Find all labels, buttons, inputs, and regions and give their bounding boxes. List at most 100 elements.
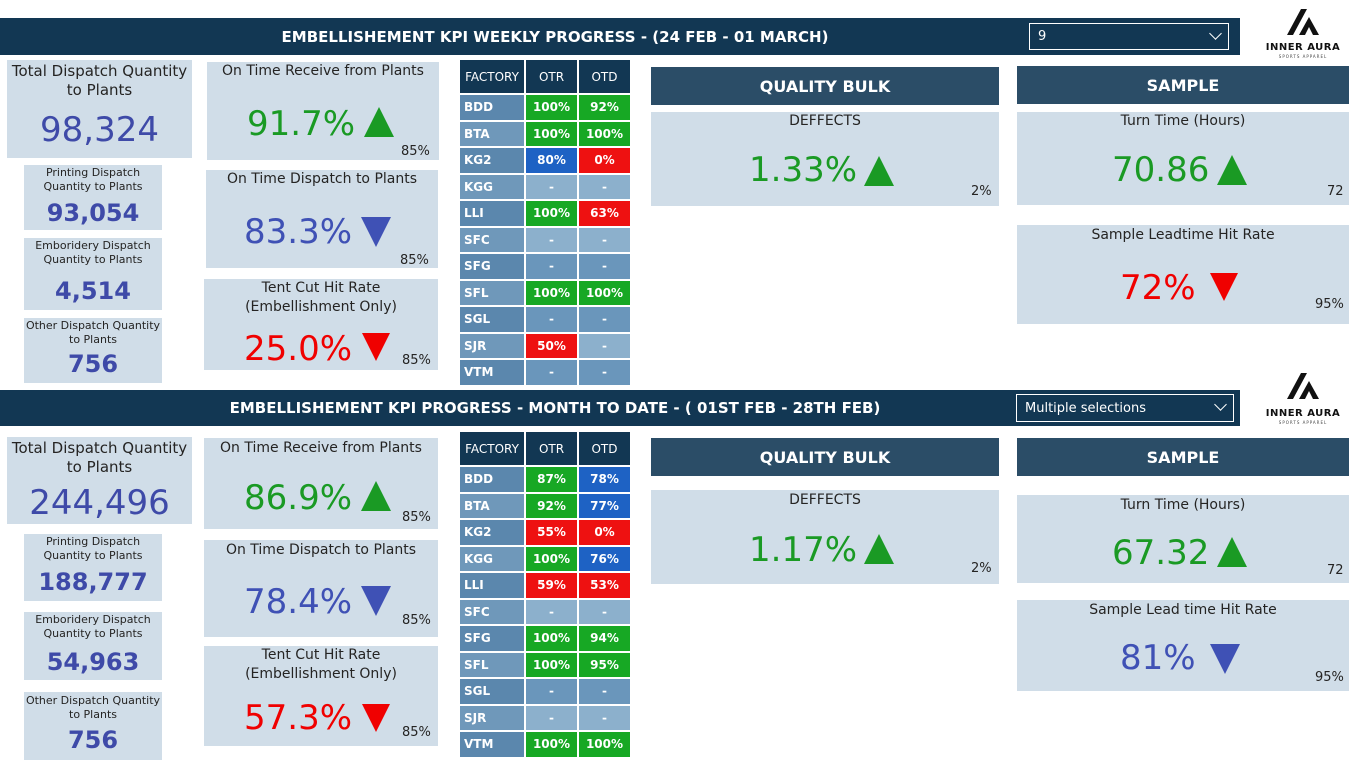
otr-cell: 100% — [524, 119, 579, 148]
col-otr: OTR — [524, 430, 579, 467]
table-row: BDD 87% 78% — [458, 465, 632, 494]
table-row: SJR - - — [458, 703, 632, 732]
quality-head-label: QUALITY BULK — [759, 76, 891, 96]
sample-head-label: SAMPLE — [1146, 447, 1220, 467]
tent-value: 25.0% — [244, 329, 353, 369]
weekly-sample-head: SAMPLE — [1017, 66, 1349, 104]
otd-cell: - — [577, 358, 632, 387]
embroidery-value: 54,963 — [46, 648, 140, 676]
otr-cell: - — [524, 305, 579, 334]
tent-target: 85% — [402, 725, 431, 740]
otd-target: 85% — [402, 613, 431, 628]
tent-title: Tent Cut Hit Rate (Embellishment Only) — [245, 647, 397, 682]
week-slicer[interactable]: 9 — [1029, 23, 1229, 50]
monthly-quality-head: QUALITY BULK — [651, 438, 999, 476]
weekly-factory-table: FACTORY OTR OTD BDD 100% 92% BTA 100% 100% KG2… — [458, 58, 632, 387]
weekly-other-card: Other Dispatch Quantity to Plants 756 — [24, 318, 162, 383]
table-row: KGG - - — [458, 172, 632, 201]
leadtime-title: Sample Lead time Hit Rate — [1089, 602, 1277, 618]
factory-cell: KG2 — [458, 146, 526, 175]
week-slicer-value: 9 — [1038, 29, 1047, 44]
monthly-leadtime-card: Sample Lead time Hit Rate 81% 95% — [1017, 600, 1349, 691]
otr-cell: 100% — [524, 730, 579, 759]
embroidery-value: 4,514 — [55, 277, 131, 305]
otd-value: 78.4% — [244, 582, 353, 622]
otd-cell: 100% — [577, 119, 632, 148]
monthly-embroidery-card: Emboridery Dispatch Quantity to Plants 5… — [24, 612, 162, 680]
leadtime-target: 95% — [1315, 297, 1344, 312]
monthly-otd-card: On Time Dispatch to Plants 78.4% 85% — [204, 540, 438, 637]
other-value: 756 — [67, 350, 119, 378]
total-dispatch-value: 244,496 — [29, 483, 170, 523]
leadtime-value: 72% — [1120, 268, 1196, 308]
otd-cell: 63% — [577, 199, 632, 228]
monthly-defects-card: DEFFECTS 1.17% 2% — [651, 490, 999, 584]
table-row: LLI 100% 63% — [458, 199, 632, 228]
trend-up-icon — [361, 481, 391, 511]
month-slicer-value: Multiple selections — [1025, 400, 1146, 416]
otd-cell: - — [577, 597, 632, 626]
factory-cell: LLI — [458, 199, 526, 228]
otd-cell: - — [577, 225, 632, 254]
otd-cell: 53% — [577, 571, 632, 600]
otr-cell: 100% — [524, 278, 579, 307]
otd-value: 83.3% — [244, 212, 353, 252]
logo-sub: SPORTS APPAREL — [1278, 54, 1328, 59]
otd-cell: 0% — [577, 518, 632, 547]
otr-target: 85% — [401, 144, 430, 159]
logo-name: INNER AURA — [1265, 408, 1341, 419]
factory-cell: BDD — [458, 465, 526, 494]
trend-up-icon — [864, 156, 894, 186]
defects-title: DEFFECTS — [789, 492, 861, 508]
monthly-other-card: Other Dispatch Quantity to Plants 756 — [24, 692, 162, 760]
factory-cell: LLI — [458, 571, 526, 600]
turn-time-target: 72 — [1327, 563, 1344, 578]
otd-cell: 77% — [577, 491, 632, 520]
printing-title: Printing Dispatch Quantity to Plants — [43, 535, 143, 562]
col-otd: OTD — [577, 430, 632, 467]
otd-target: 85% — [400, 253, 429, 268]
factory-cell: KGG — [458, 172, 526, 201]
logo-name: INNER AURA — [1265, 42, 1341, 53]
otr-cell: - — [524, 358, 579, 387]
weekly-header-title: EMBELLISHEMENT KPI WEEKLY PROGRESS - (24… — [281, 27, 829, 46]
table-row: SFL 100% 100% — [458, 278, 632, 307]
tent-target: 85% — [402, 353, 431, 368]
month-slicer[interactable]: Multiple selections — [1016, 394, 1234, 422]
otd-cell: 95% — [577, 650, 632, 679]
leadtime-target: 95% — [1315, 670, 1344, 685]
otr-value: 86.9% — [244, 478, 353, 518]
table-row: SGL - - — [458, 677, 632, 706]
table-row: SFC - - — [458, 597, 632, 626]
logo-sub: SPORTS APPAREL — [1278, 420, 1328, 425]
factory-cell: SFG — [458, 624, 526, 653]
table-row: BTA 92% 77% — [458, 491, 632, 520]
table-row: BTA 100% 100% — [458, 119, 632, 148]
tent-title: Tent Cut Hit Rate (Embellishment Only) — [245, 280, 397, 315]
otr-cell: 100% — [524, 93, 579, 122]
weekly-quality-head: QUALITY BULK — [651, 67, 999, 105]
monthly-printing-card: Printing Dispatch Quantity to Plants 188… — [24, 534, 162, 601]
table-row: SJR 50% - — [458, 331, 632, 360]
otd-cell: - — [577, 252, 632, 281]
otr-target: 85% — [402, 510, 431, 525]
defects-target: 2% — [971, 184, 992, 199]
table-row: VTM 100% 100% — [458, 730, 632, 759]
chevron-down-icon — [1214, 398, 1227, 411]
turn-time-title: Turn Time (Hours) — [1120, 497, 1246, 513]
otd-cell: 94% — [577, 624, 632, 653]
other-title: Other Dispatch Quantity to Plants — [25, 694, 161, 721]
trend-down-icon — [361, 586, 391, 616]
col-otr: OTR — [524, 58, 579, 95]
otd-cell: 92% — [577, 93, 632, 122]
weekly-defects-card: DEFFECTS 1.33% 2% — [651, 112, 999, 206]
otr-title: On Time Receive from Plants — [222, 63, 424, 79]
otd-title: On Time Dispatch to Plants — [225, 542, 417, 558]
logo: INNER AURA SPORTS APPAREL — [1253, 368, 1353, 426]
factory-cell: VTM — [458, 358, 526, 387]
table-row: KGG 100% 76% — [458, 544, 632, 573]
col-factory: FACTORY — [458, 430, 526, 467]
leadtime-title: Sample Leadtime Hit Rate — [1091, 227, 1275, 243]
defects-title: DEFFECTS — [789, 113, 861, 129]
col-otd: OTD — [577, 58, 632, 95]
